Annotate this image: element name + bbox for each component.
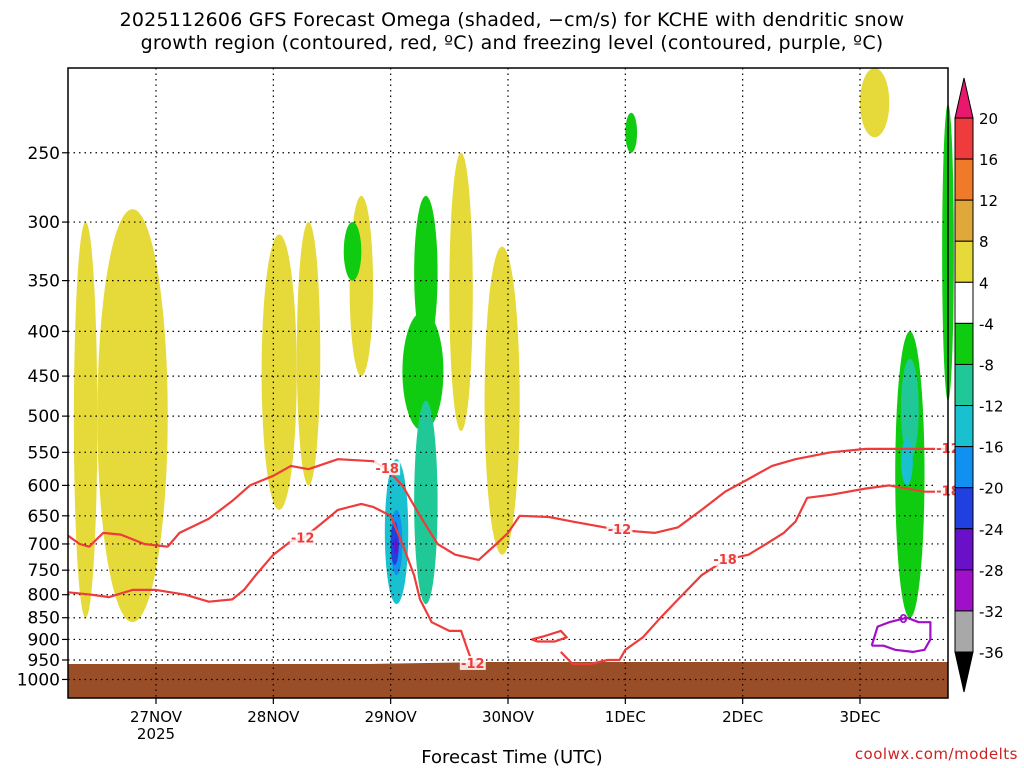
colorbar-bottom-triangle — [954, 651, 974, 693]
contour-label-red: -12 — [608, 523, 632, 538]
colorbar-bin — [954, 240, 974, 283]
contour-label-red: -12 — [291, 531, 315, 546]
omega-region — [484, 246, 520, 555]
y-tick-label: 850 — [28, 609, 60, 629]
contour-label-bg — [289, 530, 316, 545]
freezing-level-contour — [870, 616, 932, 653]
omega-region — [625, 112, 638, 153]
omega-region — [394, 538, 398, 555]
colorbar-label: 8 — [979, 233, 989, 251]
dgz-contour — [531, 629, 568, 643]
contour-label-bg — [459, 655, 486, 670]
y-tick-label: 600 — [28, 476, 60, 496]
omega-region — [73, 222, 98, 618]
chart-title-line1: 2025112606 GFS Forecast Omega (shaded, −… — [119, 9, 905, 31]
x-tick-label: 3DEC — [839, 708, 880, 726]
x-tick-label: 29NOV — [365, 708, 418, 726]
omega-region — [261, 234, 297, 510]
y-tick-label: 900 — [28, 630, 60, 650]
contour-label-red: -12 — [461, 657, 485, 672]
axis-layer: 2503003504004505005506006507007508008509… — [17, 67, 949, 743]
contour-label-bg — [712, 551, 739, 566]
y-tick-label: 800 — [28, 586, 60, 606]
colorbar-bin — [954, 528, 974, 571]
colorbar-bin — [954, 487, 974, 530]
y-tick-label: 650 — [28, 507, 60, 527]
contour-label-red: -18 — [375, 462, 399, 477]
y-tick-label: 750 — [28, 561, 60, 581]
x-tick-label: 1DEC — [605, 708, 646, 726]
colorbar-label: -36 — [979, 644, 1004, 662]
x-tick-label: 28NOV — [247, 708, 300, 726]
omega-shading-layer — [73, 68, 954, 623]
colorbar-bin — [954, 363, 974, 407]
x-tick-label: 30NOV — [482, 708, 535, 726]
contour-label-purple: 0 — [899, 612, 907, 626]
colorbar-label: -24 — [979, 521, 1004, 539]
colorbar-label: -16 — [979, 439, 1004, 457]
y-tick-label: 950 — [28, 651, 60, 671]
dgz-contour — [560, 484, 948, 666]
y-tick-label: 400 — [28, 322, 60, 342]
colorbar-bin — [954, 158, 974, 201]
y-tick-label: 700 — [28, 535, 60, 555]
colorbar-label: 16 — [979, 151, 998, 169]
contour-label-bg — [374, 461, 401, 476]
chart-title-line2: growth region (contoured, red, ºC) and f… — [140, 32, 884, 54]
credit-text: coolwx.com/modelts — [854, 745, 1018, 763]
colorbar-label: -20 — [979, 480, 1004, 498]
omega-region — [860, 68, 890, 138]
x-tick-label: 27NOV — [130, 708, 183, 726]
y-tick-label: 300 — [28, 213, 60, 233]
omega-region — [414, 400, 438, 605]
omega-region — [414, 195, 438, 350]
omega-region — [343, 222, 362, 281]
omega-region — [402, 311, 444, 432]
y-tick-label: 550 — [28, 443, 60, 463]
colorbar-label: 12 — [979, 192, 998, 210]
colorbar-label: -8 — [979, 356, 994, 374]
grid-layer — [68, 68, 948, 698]
colorbar-label: 4 — [979, 274, 989, 292]
colorbar-bin — [954, 199, 974, 242]
x-axis-label: Forecast Time (UTC) — [421, 747, 603, 768]
contour-label-red: -18 — [713, 553, 737, 568]
colorbar-label: 20 — [979, 110, 998, 128]
colorbar-top-triangle — [954, 77, 974, 119]
omega-region — [296, 222, 321, 486]
dgz-contour — [67, 447, 948, 561]
colorbar-bin — [954, 322, 974, 365]
y-tick-label: 1000 — [17, 670, 60, 690]
contour-label-bg — [606, 522, 633, 537]
omega-region — [901, 358, 919, 460]
colorbar-bin — [954, 569, 974, 612]
y-tick-label: 500 — [28, 407, 60, 427]
x-tick-label: 2DEC — [722, 708, 763, 726]
colorbar-bin — [954, 405, 974, 448]
colorbar-label: -32 — [979, 603, 1004, 621]
omega-region — [901, 438, 913, 486]
omega-region — [97, 209, 168, 623]
colorbar-label: -12 — [979, 398, 1004, 416]
colorbar-label: -28 — [979, 562, 1004, 580]
colorbar-bin — [954, 610, 974, 653]
y-tick-label: 450 — [28, 367, 60, 387]
colorbar-bin — [954, 446, 974, 489]
x-tick-sublabel: 2025 — [137, 725, 175, 743]
y-tick-label: 250 — [28, 144, 60, 164]
colorbar: 20 16 12 8 4 -4 -8 -12 -16 -20 -24 -28 -32 -36 — [954, 77, 1004, 693]
colorbar-label: -4 — [979, 315, 994, 333]
colorbar-bin — [954, 281, 974, 324]
colorbar-bin — [954, 117, 974, 160]
y-tick-label: 350 — [28, 272, 60, 292]
omega-region — [449, 152, 473, 432]
